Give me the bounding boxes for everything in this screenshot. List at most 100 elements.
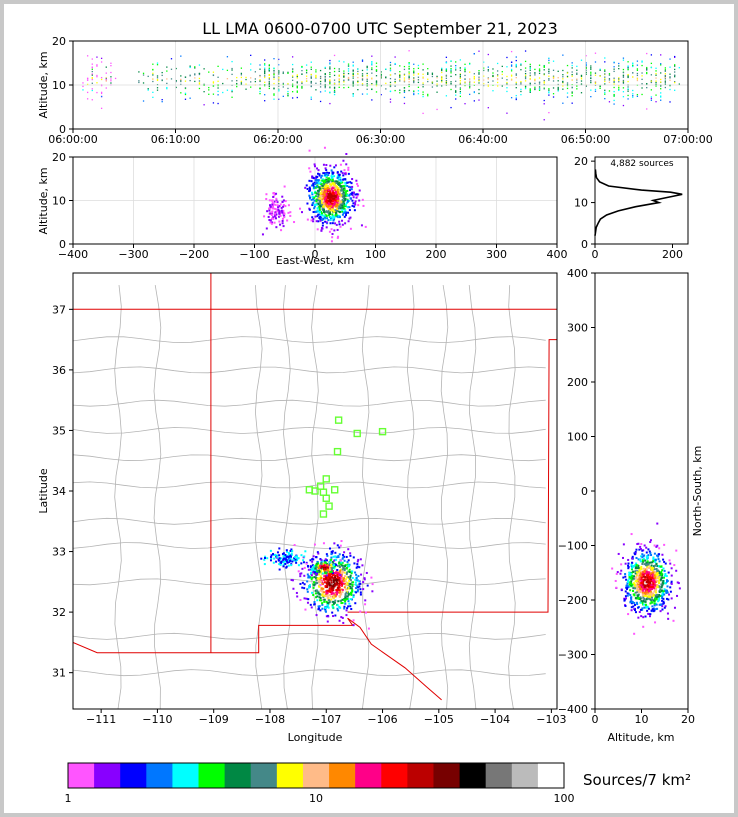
source-point [664,67,667,69]
source-point [304,186,307,189]
source-point [642,557,645,560]
source-point [352,556,355,559]
source-point [328,190,331,193]
source-point [325,615,328,618]
source-point [330,584,333,587]
time-height-sources [82,50,680,121]
source-point [661,605,664,608]
source-point [275,197,278,200]
source-point [347,600,350,603]
source-point [357,70,359,73]
source-point [82,89,84,91]
source-point [310,76,312,78]
source-point [651,585,654,588]
source-point [629,572,632,575]
source-point [184,76,187,78]
source-point [445,77,448,79]
county-line [73,542,546,549]
source-point [445,68,448,70]
source-point [301,70,303,72]
source-point [455,91,457,93]
source-point [483,79,485,81]
source-point [670,580,673,583]
source-point [651,561,654,564]
source-point [635,556,638,559]
source-point [310,219,313,222]
source-point [422,76,424,78]
source-point [534,74,536,76]
source-point [189,75,191,77]
source-point [413,72,415,74]
source-point [161,101,163,103]
source-point [552,76,555,78]
source-point [622,80,625,82]
source-point [646,72,648,75]
source-point [422,112,424,115]
source-point [284,560,287,563]
source-point [259,68,261,70]
source-point [226,69,229,72]
source-point [312,586,315,589]
source-point [655,83,657,86]
source-point [487,107,489,109]
source-point [371,99,373,101]
source-point [334,186,337,189]
source-point [316,562,319,565]
source-point [339,195,342,198]
source-point [655,591,658,594]
source-point [327,179,330,182]
source-point [313,576,316,579]
source-point [312,197,315,200]
source-point [640,574,643,577]
source-point [636,77,639,79]
source-point [366,84,368,87]
source-point [327,219,330,222]
source-point [604,61,606,63]
source-point [296,91,298,93]
source-point [661,597,664,600]
source-point [445,75,448,77]
source-point [320,576,323,579]
source-point [628,571,631,574]
source-point [345,171,348,174]
source-point [311,202,314,205]
source-point [385,68,387,70]
source-point [636,603,639,606]
source-point [270,557,273,560]
source-point [399,75,401,77]
source-point [375,83,378,86]
source-point [650,586,653,589]
source-point [189,97,191,99]
source-point [436,80,438,82]
source-point [630,583,633,586]
source-point [282,205,285,208]
source-point [642,580,645,583]
source-point [635,575,638,578]
source-point [340,189,343,192]
source-point [312,568,315,571]
source-point [641,87,643,89]
source-point [483,82,485,85]
source-point [370,576,373,579]
source-point [326,211,329,214]
source-point [674,89,676,91]
source-point [345,555,348,558]
plan-view-xtick: −103 [536,713,566,726]
source-point [663,543,666,546]
source-point [506,79,508,81]
source-point [341,210,344,213]
source-point [557,87,559,90]
source-point [306,601,309,604]
source-point [422,73,424,75]
ew-altitude-xtick: −300 [118,248,148,261]
plan-view-ytick: 36 [52,364,66,377]
source-point [334,211,337,214]
source-point [293,221,296,224]
source-point [660,570,663,573]
source-point [636,589,639,592]
source-point [278,89,280,91]
source-point [643,585,646,588]
source-point [661,594,664,597]
source-point [515,87,517,89]
source-point [331,199,334,202]
